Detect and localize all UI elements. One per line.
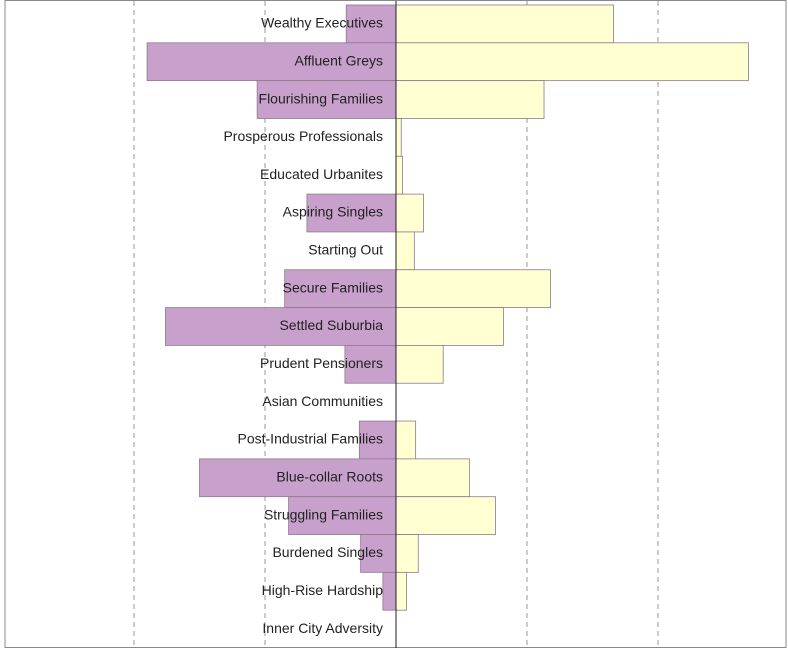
bar	[395, 571, 407, 611]
category-label: Prudent Pensioners	[260, 355, 383, 371]
category-label: Educated Urbanites	[260, 166, 383, 182]
bar	[345, 4, 397, 44]
category-label: Aspiring Singles	[283, 204, 383, 220]
bar	[395, 4, 614, 44]
bar	[395, 231, 415, 271]
bar	[395, 80, 545, 119]
category-label: Starting Out	[308, 242, 383, 258]
category-label: Flourishing Families	[259, 90, 383, 106]
category-label: Secure Families	[283, 279, 383, 295]
bar	[395, 496, 496, 535]
bar	[199, 458, 397, 498]
bar	[395, 42, 749, 82]
bar	[395, 307, 504, 346]
bar	[395, 155, 403, 195]
bar	[284, 269, 397, 308]
bars	[146, 4, 749, 611]
bar	[395, 193, 424, 233]
category-label: Asian Communities	[262, 393, 383, 409]
bar	[395, 118, 402, 157]
bar	[395, 420, 417, 460]
labels: Wealthy Executives Affluent Greys Flourish…	[223, 15, 383, 636]
category-label: Burdened Singles	[272, 544, 383, 560]
bar	[358, 420, 397, 460]
category-label: Struggling Families	[264, 506, 383, 522]
bar	[395, 269, 551, 308]
bar	[395, 345, 444, 384]
bar	[395, 458, 470, 498]
bar	[382, 571, 397, 611]
bar	[395, 534, 419, 573]
category-label: Affluent Greys	[295, 52, 383, 68]
bar	[288, 496, 397, 535]
category-label: Post-Industrial Families	[238, 431, 384, 447]
category-label: Prosperous Professionals	[223, 128, 383, 144]
category-label: High-Rise Hardship	[262, 582, 384, 598]
category-label: Settled Suburbia	[279, 317, 383, 333]
category-label: Wealthy Executives	[261, 15, 383, 31]
category-label: Blue-collar Roots	[276, 468, 383, 484]
category-label: Inner City Adversity	[262, 620, 383, 636]
